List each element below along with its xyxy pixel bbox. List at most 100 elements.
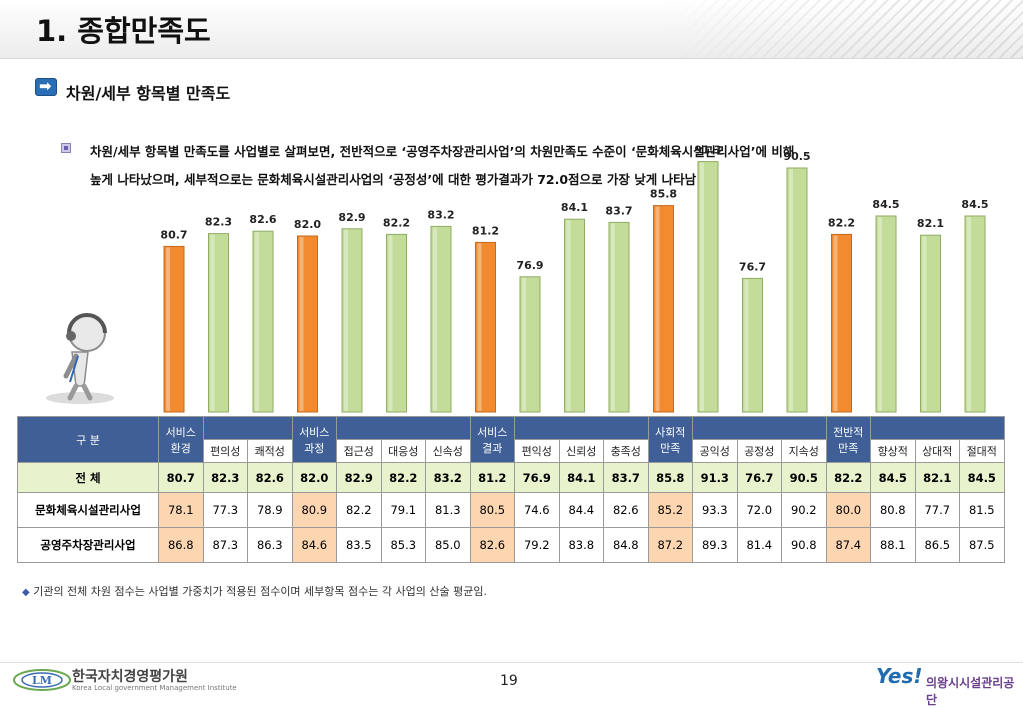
bar-highlight-17 [878,217,882,411]
bar-highlight-14 [744,279,749,411]
page-title: 1. 종합만족도 [36,14,211,48]
cell-3-7: 85.0 [425,527,471,563]
table-row: 문화체육시설관리사업 78.1 77.3 78.9 80.9 82.2 79.1 81.3 80… [17,492,1005,528]
cell-1-18: 82.1 [914,462,960,493]
bar-6 [386,233,407,413]
cell-1-1: 80.7 [158,462,204,493]
bar-highlight-5 [344,229,348,411]
table-row: 공영주차장관리사업 86.8 87.3 86.3 84.6 83.5 85.3 85.0 82.… [17,527,1005,563]
cell-2-10: 84.4 [558,492,604,528]
group-sub-span-4 [692,416,827,440]
cell-2-19: 81.5 [959,492,1005,528]
bar-12 [653,205,674,413]
bar-value-label-13: 91.3 [694,144,721,157]
cell-1-9: 76.9 [514,462,560,493]
sub-header-4-3: 지속성 [781,439,827,463]
decorative-stripes [663,0,1023,58]
bar-value-label-2: 82.3 [205,216,232,229]
cell-2-16: 80.0 [825,492,871,528]
logo-right-name: 의왕시시설관리공단 [926,676,1015,707]
bar-highlight-10 [566,220,571,411]
group-sub-span-1 [202,416,293,440]
cell-1-8: 81.2 [469,462,515,493]
sub-header-2-3: 신속성 [425,439,471,463]
cell-3-1: 86.8 [158,527,204,563]
cell-3-6: 85.3 [380,527,426,563]
bar-8 [475,241,496,413]
sub-header-3-3: 충족성 [603,439,649,463]
cell-1-7: 83.2 [425,462,471,493]
satisfaction-bar-chart: 80.7 82.3 82.6 82.0 82.9 82.2 83.2 81.2 76.9 84.1… [46,144,989,413]
cell-1-5: 82.9 [336,462,382,493]
bar-value-label-5: 82.9 [338,211,365,224]
row-label-2: 문화체육시설관리사업 [17,492,159,528]
square-bullet-icon [61,143,71,153]
group-header-top-2: 서비스 [299,425,330,439]
logo-left-name: 한국자치경영평가원 [72,669,188,685]
bar-2 [208,233,229,413]
title-bar [0,0,1023,59]
bar-17 [875,215,897,413]
cell-3-15: 90.8 [781,527,827,563]
cell-2-5: 82.2 [336,492,382,528]
cell-3-12: 87.2 [647,527,693,563]
group-header-bottom-5: 만족 [838,441,859,455]
cell-3-8: 82.6 [469,527,515,563]
sub-header-3-2: 신뢰성 [558,439,604,463]
group-header-top-3: 서비스 [477,425,508,439]
cell-2-11: 82.6 [603,492,649,528]
cell-2-9: 74.6 [514,492,560,528]
bar-highlight-1 [166,247,170,411]
bar-value-label-15: 90.5 [783,150,810,163]
cell-2-14: 72.0 [736,492,782,528]
cell-3-3: 86.3 [247,527,293,563]
bar-value-label-4: 82.0 [294,218,321,231]
bar-14 [742,277,763,413]
bar-9 [519,276,541,413]
bar-16 [831,233,852,413]
bar-highlight-15 [789,169,793,411]
bar-highlight-4 [299,237,304,411]
cell-3-16: 87.4 [825,527,871,563]
cell-1-3: 82.6 [247,462,293,493]
bar-13 [697,161,719,413]
cell-1-6: 82.2 [380,462,426,493]
svg-text:LM: LM [32,674,52,687]
group-header-top-1: 서비스 [165,425,196,439]
bar-highlight-18 [922,236,927,411]
cell-1-17: 84.5 [870,462,916,493]
sub-header-2-1: 접근성 [336,439,382,463]
group-header-5: 전반적 만족 [825,416,871,463]
cell-3-5: 83.5 [336,527,382,563]
cell-3-14: 81.4 [736,527,782,563]
sub-header-2-2: 대응성 [380,439,426,463]
group-sub-span-5 [870,416,1005,440]
cell-3-17: 88.1 [870,527,916,563]
description-line-1: 차원/세부 항목별 만족도를 사업별로 살펴보면, 전반적으로 ‘공영주차장관리… [90,144,795,159]
bar-highlight-2 [210,234,215,411]
cell-2-7: 81.3 [425,492,471,528]
cell-2-15: 90.2 [781,492,827,528]
bar-highlight-9 [522,277,526,411]
sub-header-5-3: 절대적 [959,439,1005,463]
mascot-figure-icon [46,313,114,404]
bar-5 [341,228,363,413]
bar-value-label-6: 82.2 [383,216,410,229]
footnote: ◆ 기관의 전체 차원 점수는 사업별 가중치가 적용된 점수이며 세부항목 점… [22,583,487,599]
bar-3 [252,230,274,413]
cell-2-4: 80.9 [291,492,337,528]
bar-7 [430,225,452,413]
sub-header-1-2: 쾌적성 [247,439,293,463]
bar-value-label-19: 84.5 [961,198,988,211]
sub-header-5-1: 향상적 [870,439,916,463]
description-line-2: 높게 나타났으며, 세부적으로는 문화체육시설관리사업의 ‘공정성’에 대한 평… [90,172,697,187]
cell-1-16: 82.2 [825,462,871,493]
bar-value-label-10: 84.1 [561,201,588,214]
cell-3-11: 84.8 [603,527,649,563]
group-sub-span-2 [336,416,471,440]
group-header-4: 사회적 만족 [647,416,693,463]
data-table: 구 분 서비스 환경 서비스 과정 서비스 결과 사회적 만족 전반적 만족 편의성 쾌적성 접근성 대응… [17,416,1005,563]
sub-header-4-2: 공정성 [736,439,782,463]
row-label-3: 공영주차장관리사업 [17,527,159,563]
arrow-right-icon: ➡ [35,77,57,96]
